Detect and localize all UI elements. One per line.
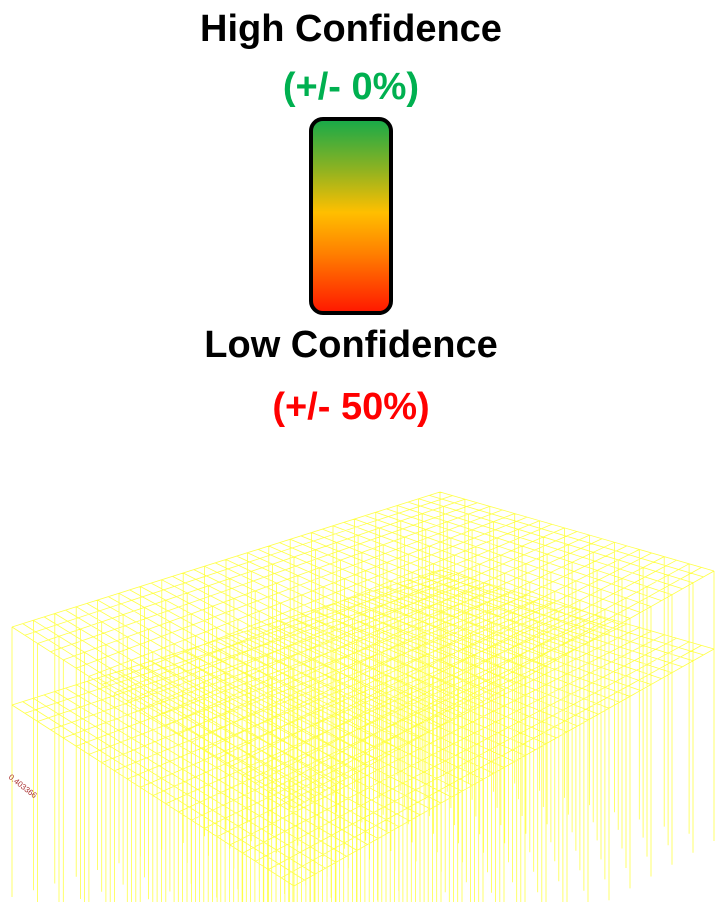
wireframe-grid (11, 491, 715, 902)
high-confidence-range: (+/- 0%) (282, 66, 420, 108)
low-confidence-title: Low Confidence (204, 324, 498, 366)
high-confidence-title: High Confidence (200, 8, 502, 50)
confidence-gradient-bar (309, 117, 393, 315)
wireframe-members (11, 491, 715, 902)
low-confidence-range: (+/- 50%) (272, 386, 430, 428)
structural-wireframe-model: 0.403366 (7, 491, 715, 902)
